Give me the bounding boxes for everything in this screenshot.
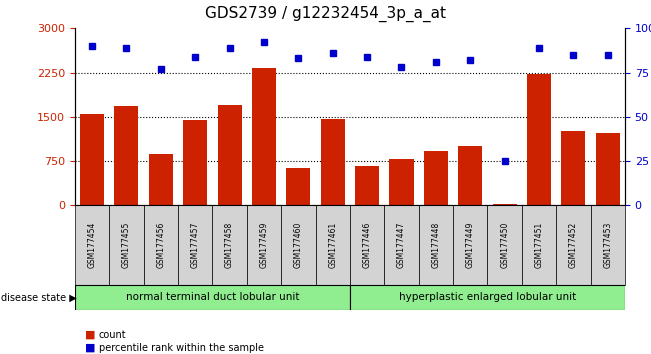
- Bar: [424, 151, 448, 205]
- Bar: [453, 205, 488, 285]
- Text: GSM177448: GSM177448: [432, 222, 440, 268]
- Text: percentile rank within the sample: percentile rank within the sample: [99, 343, 264, 353]
- Bar: [355, 166, 379, 205]
- Bar: [350, 205, 384, 285]
- Text: GSM177460: GSM177460: [294, 222, 303, 268]
- Bar: [522, 205, 556, 285]
- Bar: [316, 205, 350, 285]
- Bar: [183, 120, 207, 205]
- Bar: [109, 205, 144, 285]
- Text: GSM177456: GSM177456: [156, 222, 165, 268]
- Bar: [149, 154, 173, 205]
- Bar: [561, 131, 585, 205]
- Text: normal terminal duct lobular unit: normal terminal duct lobular unit: [126, 292, 299, 302]
- Bar: [212, 205, 247, 285]
- Bar: [350, 285, 625, 310]
- Text: GSM177446: GSM177446: [363, 222, 372, 268]
- Text: ■: ■: [85, 330, 95, 339]
- Text: GSM177459: GSM177459: [260, 222, 268, 268]
- Text: GSM177449: GSM177449: [465, 222, 475, 268]
- Text: ■: ■: [85, 343, 95, 353]
- Bar: [75, 205, 109, 285]
- Text: count: count: [99, 330, 126, 339]
- Bar: [458, 146, 482, 205]
- Bar: [80, 114, 104, 205]
- Bar: [281, 205, 316, 285]
- Bar: [178, 205, 212, 285]
- Bar: [419, 205, 453, 285]
- Bar: [115, 106, 139, 205]
- Text: GSM177454: GSM177454: [87, 222, 96, 268]
- Bar: [596, 133, 620, 205]
- Bar: [384, 205, 419, 285]
- Bar: [252, 68, 276, 205]
- Text: GSM177447: GSM177447: [397, 222, 406, 268]
- Text: disease state ▶: disease state ▶: [1, 292, 77, 302]
- Text: GDS2739 / g12232454_3p_a_at: GDS2739 / g12232454_3p_a_at: [205, 5, 446, 22]
- Bar: [493, 204, 517, 205]
- Text: GSM177461: GSM177461: [328, 222, 337, 268]
- Bar: [488, 205, 522, 285]
- Bar: [527, 74, 551, 205]
- Bar: [590, 205, 625, 285]
- Bar: [144, 205, 178, 285]
- Bar: [75, 285, 350, 310]
- Bar: [321, 119, 345, 205]
- Bar: [556, 205, 590, 285]
- Text: GSM177451: GSM177451: [534, 222, 544, 268]
- Text: GSM177455: GSM177455: [122, 222, 131, 268]
- Bar: [389, 159, 413, 205]
- Text: GSM177453: GSM177453: [603, 222, 613, 268]
- Text: GSM177457: GSM177457: [191, 222, 200, 268]
- Text: hyperplastic enlarged lobular unit: hyperplastic enlarged lobular unit: [399, 292, 576, 302]
- Bar: [217, 105, 242, 205]
- Bar: [286, 167, 311, 205]
- Text: GSM177458: GSM177458: [225, 222, 234, 268]
- Text: GSM177452: GSM177452: [569, 222, 578, 268]
- Bar: [247, 205, 281, 285]
- Text: GSM177450: GSM177450: [500, 222, 509, 268]
